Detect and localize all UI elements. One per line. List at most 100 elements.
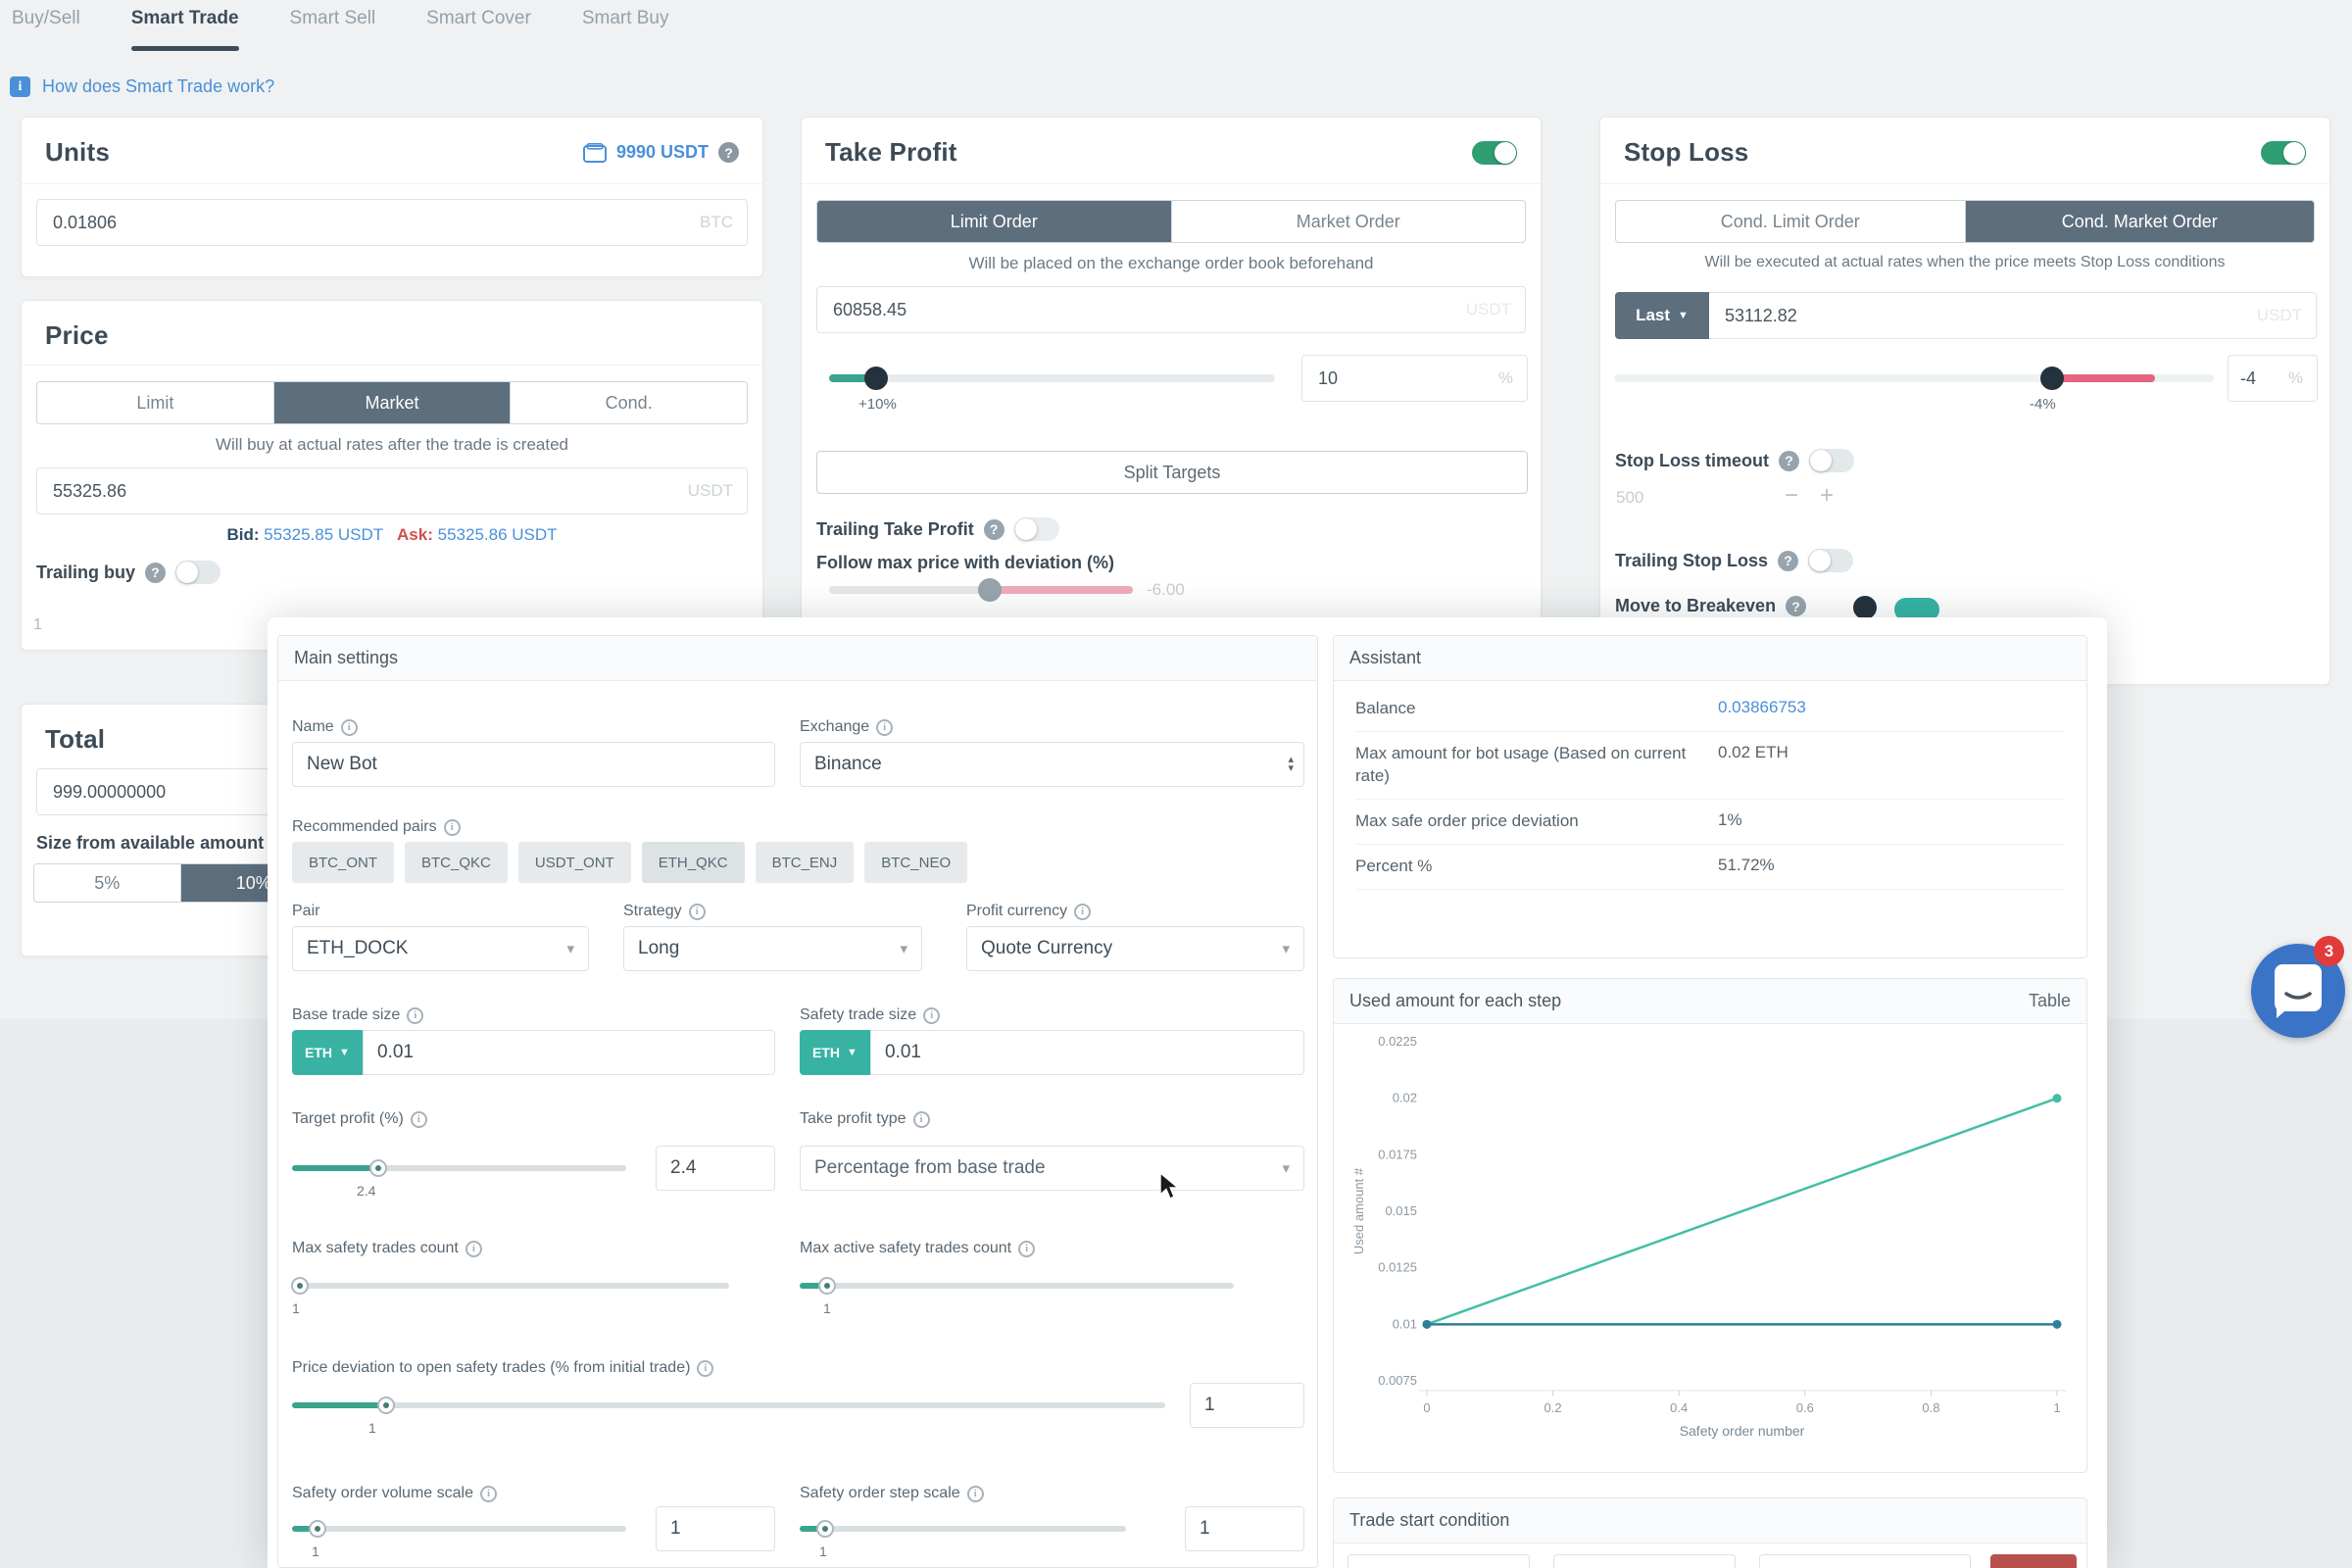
stop-loss-slider[interactable] [1614, 367, 2214, 390]
take-profit-toggle[interactable] [1472, 140, 1517, 165]
price-tab-market[interactable]: Market [272, 382, 511, 423]
tp-tab-market-order[interactable]: Market Order [1170, 201, 1526, 242]
trailing-tp-help-icon[interactable]: ? [983, 518, 1004, 540]
tp-tab-limit-order[interactable]: Limit Order [817, 201, 1171, 242]
trailing-buy-help-icon[interactable]: ? [145, 562, 167, 583]
take-profit-type-select[interactable]: Percentage from base trade [800, 1146, 1304, 1191]
units-input[interactable]: 0.01806 BTC [36, 199, 748, 246]
trailing-sl-help-icon[interactable]: ? [1778, 550, 1799, 571]
trailing-deviation-slider[interactable] [829, 578, 1133, 602]
price-deviation-slider[interactable] [292, 1396, 1165, 1414]
chart-table-link[interactable]: Table [2028, 991, 2071, 1010]
available-balance[interactable]: 9990 USDT [615, 142, 709, 162]
step-scale-info-icon[interactable]: i [966, 1485, 984, 1502]
bot-name-input[interactable]: New Bot [292, 742, 775, 787]
take-profit-slider[interactable] [829, 367, 1275, 390]
pairs-info-icon[interactable]: i [443, 818, 461, 836]
safety-size-input[interactable]: 0.01 [870, 1030, 1304, 1075]
target-profit-knob[interactable] [369, 1159, 387, 1177]
breakeven-help-icon[interactable]: ? [1786, 596, 1807, 616]
tab-smart-buy[interactable]: Smart Buy [581, 8, 669, 28]
price-tab-limit[interactable]: Limit [136, 392, 174, 413]
target-profit-slider[interactable] [292, 1159, 626, 1177]
trade-start-select-1[interactable] [1348, 1554, 1530, 1568]
pair-chip[interactable]: BTC_QKC [405, 842, 508, 883]
breakeven-slider-knob[interactable] [1853, 596, 1877, 619]
price-input[interactable]: 55325.86 USDT [36, 467, 748, 514]
pair-chip[interactable]: ETH_QKC [641, 842, 745, 883]
take-profit-price-input[interactable]: 60858.45 USDT [816, 286, 1526, 333]
stop-loss-timeout-toggle[interactable] [1809, 449, 1854, 472]
step-scale-knob[interactable] [816, 1520, 834, 1538]
price-deviation-input[interactable]: 1 [1190, 1383, 1304, 1428]
max-safety-info-icon[interactable]: i [465, 1240, 482, 1257]
trailing-stop-loss-toggle[interactable] [1808, 549, 1854, 572]
tp-percent-suffix: % [1497, 368, 1513, 387]
tab-buy-sell[interactable]: Buy/Sell [12, 8, 80, 28]
volume-scale-slider[interactable] [292, 1520, 626, 1538]
pair-chip[interactable]: BTC_ENJ [755, 842, 855, 883]
balance-help-icon[interactable]: ? [718, 142, 739, 163]
volume-scale-info-icon[interactable]: i [479, 1485, 497, 1502]
max-active-safety-trades-slider[interactable] [800, 1277, 1234, 1295]
tab-smart-sell[interactable]: Smart Sell [289, 8, 376, 28]
sl-condition-type-select[interactable]: Last ▼ [1615, 292, 1709, 339]
step-scale-input[interactable]: 1 [1185, 1506, 1304, 1551]
trade-start-select-3[interactable] [1759, 1554, 1971, 1568]
tp-type-info-icon[interactable]: i [912, 1110, 930, 1128]
name-info-icon[interactable]: i [340, 718, 358, 736]
max-active-knob[interactable] [818, 1277, 836, 1295]
profit-currency-info-icon[interactable]: i [1074, 903, 1092, 920]
stop-loss-percent-input[interactable]: -4 % [2228, 355, 2318, 402]
split-targets-button[interactable]: Split Targets [816, 451, 1528, 494]
volume-scale-input[interactable]: 1 [656, 1506, 775, 1551]
strategy-select[interactable]: Long [623, 926, 922, 971]
tab-smart-trade[interactable]: Smart Trade [130, 8, 239, 51]
ask-value[interactable]: 55325.86 USDT [437, 525, 558, 544]
exchange-select[interactable]: Binance ▴ ▾ [800, 742, 1304, 787]
safety-size-currency-select[interactable]: ETH ▼ [800, 1030, 870, 1075]
max-safety-trades-slider[interactable] [291, 1277, 729, 1295]
pair-select[interactable]: ETH_DOCK [292, 926, 589, 971]
step-scale-slider[interactable] [800, 1520, 1126, 1538]
trade-start-select-2[interactable] [1553, 1554, 1736, 1568]
sl-timeout-help-icon[interactable]: ? [1779, 450, 1799, 471]
deviation-info-icon[interactable]: i [697, 1359, 714, 1377]
price-tab-cond[interactable]: Cond. [510, 382, 747, 423]
timeout-minus-button[interactable]: − [1785, 482, 1799, 509]
target-profit-info-icon[interactable]: i [410, 1110, 427, 1128]
base-size-currency-select[interactable]: ETH ▼ [292, 1030, 363, 1075]
trade-start-remove-button[interactable] [1990, 1554, 2077, 1568]
timeout-plus-button[interactable]: + [1820, 482, 1835, 509]
stop-loss-toggle[interactable] [2261, 140, 2306, 165]
base-size-info-icon[interactable]: i [407, 1006, 424, 1024]
sl-tab-cond-market[interactable]: Cond. Market Order [1964, 201, 2314, 242]
stop-loss-price-input[interactable]: 53112.82 USDT [1709, 292, 2317, 339]
tp-slider-knob[interactable] [864, 367, 888, 390]
max-safety-knob[interactable] [291, 1277, 309, 1295]
trailing-buy-toggle[interactable] [175, 561, 221, 584]
pair-chip[interactable]: BTC_ONT [292, 842, 395, 883]
trailing-take-profit-toggle[interactable] [1013, 517, 1059, 541]
pair-chip[interactable]: USDT_ONT [517, 842, 631, 883]
volume-scale-knob[interactable] [309, 1520, 326, 1538]
trailing-deviation-knob[interactable] [978, 578, 1002, 602]
tab-smart-cover[interactable]: Smart Cover [426, 8, 531, 28]
max-active-info-icon[interactable]: i [1018, 1240, 1036, 1257]
pair-chip[interactable]: BTC_NEO [864, 842, 968, 883]
safety-size-info-icon[interactable]: i [923, 1006, 941, 1024]
price-deviation-knob[interactable] [377, 1396, 395, 1414]
exchange-info-icon[interactable]: i [876, 718, 894, 736]
take-profit-percent-input[interactable]: 10 % [1301, 355, 1528, 402]
smart-trade-help-link[interactable]: i How does Smart Trade work? [10, 76, 274, 97]
target-profit-input[interactable]: 2.4 [656, 1146, 775, 1191]
balance-value[interactable]: 0.03866753 [1718, 698, 1806, 716]
profit-currency-select[interactable]: Quote Currency [966, 926, 1304, 971]
base-size-input[interactable]: 0.01 [363, 1030, 775, 1075]
size-5pct-button[interactable]: 5% [94, 872, 121, 893]
sl-slider-knob[interactable] [2040, 367, 2064, 390]
strategy-info-icon[interactable]: i [688, 903, 706, 920]
chat-launcher[interactable]: 3 [2251, 936, 2345, 1038]
sl-tab-cond-limit[interactable]: Cond. Limit Order [1720, 211, 1860, 231]
bid-value[interactable]: 55325.85 USDT [264, 525, 383, 544]
